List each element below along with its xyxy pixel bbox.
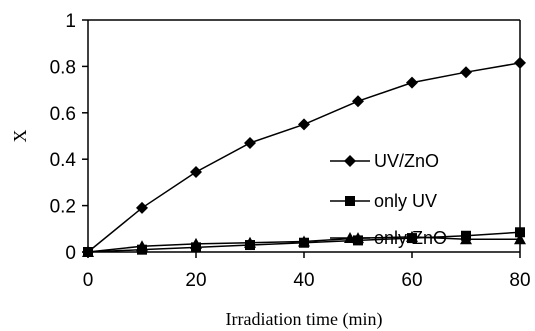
- y-tick-label: 0.2: [50, 197, 76, 218]
- y-ticks: 0 0.2 0.4 0.6 0.8 1: [50, 11, 88, 264]
- data-point-diamond: [460, 66, 472, 79]
- data-point-diamond: [190, 165, 202, 178]
- data-point-diamond: [244, 136, 256, 149]
- data-point-diamond: [514, 56, 526, 69]
- legend-entry-square: only UV: [330, 191, 437, 211]
- data-point-diamond: [352, 95, 364, 108]
- y-tick-label: 0.8: [50, 57, 76, 78]
- y-tick-label: 0: [65, 243, 76, 264]
- series-line-diamond: [87, 62, 521, 253]
- series-diamond: [82, 56, 526, 258]
- x-tick-label: 40: [293, 270, 314, 291]
- y-tick-label: 0.4: [50, 150, 77, 171]
- x-ticks: 0 20 40 60 80: [83, 252, 531, 291]
- data-point-diamond: [298, 118, 310, 131]
- legend-entry-diamond: UV/ZnO: [330, 151, 439, 171]
- plot-area: [87, 19, 521, 253]
- y-tick-label: 0.6: [50, 104, 76, 125]
- data-point-triangle: [244, 236, 256, 248]
- legend-marker-diamond: [344, 155, 356, 167]
- x-tick-label: 20: [185, 270, 206, 291]
- data-point-diamond: [136, 201, 148, 214]
- data-point-triangle: [190, 237, 202, 249]
- series-triangle: [82, 230, 526, 257]
- legend-label: UV/ZnO: [374, 151, 439, 171]
- x-tick-label: 80: [509, 270, 530, 291]
- y-tick-label: 1: [65, 11, 76, 32]
- data-point-triangle: [406, 230, 418, 242]
- legend-marker-triangle: [344, 232, 356, 243]
- data-point-triangle: [460, 233, 472, 245]
- data-point-triangle: [82, 246, 94, 257]
- legend-entry-triangle: only ZnO: [330, 228, 447, 248]
- legend-label: only ZnO: [374, 228, 447, 248]
- x-tick-label: 0: [83, 270, 94, 291]
- data-point-square: [515, 227, 525, 238]
- y-axis-title: X: [10, 130, 30, 143]
- legend-label: only UV: [374, 191, 437, 211]
- data-point-triangle: [136, 240, 148, 252]
- legend-marker-square: [345, 196, 355, 206]
- legend: UV/ZnO only UV only ZnO: [330, 151, 447, 248]
- x-axis-title: Irradiation time (min): [226, 309, 383, 330]
- series-layer: [82, 56, 526, 258]
- data-point-diamond: [406, 76, 418, 89]
- data-point-triangle: [514, 233, 526, 245]
- x-tick-label: 60: [401, 270, 422, 291]
- data-point-triangle: [298, 235, 310, 247]
